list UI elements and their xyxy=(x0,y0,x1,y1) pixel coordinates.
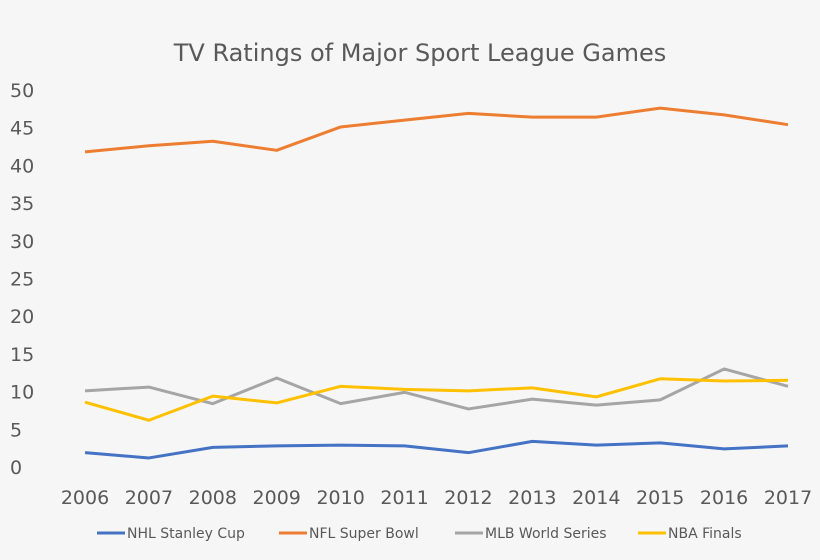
y-tick-label: 30 xyxy=(10,231,34,253)
y-tick-label: 50 xyxy=(10,80,34,102)
legend-item: NHL Stanley Cup xyxy=(97,526,245,542)
y-tick-label: 25 xyxy=(10,269,34,291)
x-tick-label: 2014 xyxy=(572,487,620,509)
x-tick-label: 2007 xyxy=(125,487,173,509)
x-tick-label: 2015 xyxy=(636,487,684,509)
x-tick-label: 2017 xyxy=(764,487,812,509)
y-tick-label: 40 xyxy=(10,155,34,177)
y-tick-label: 20 xyxy=(10,306,34,328)
legend-item: NBA Finals xyxy=(638,526,742,542)
series-line-nhl-stanley-cup xyxy=(85,441,788,458)
legend-label: NHL Stanley Cup xyxy=(127,526,245,542)
legend-item: MLB World Series xyxy=(455,526,607,542)
y-tick-label: 45 xyxy=(10,118,34,140)
legend: NHL Stanley Cup NFL Super Bowl MLB World S… xyxy=(97,526,742,542)
x-tick-label: 2006 xyxy=(61,487,109,509)
y-tick-label: 5 xyxy=(10,419,22,441)
x-tick-label: 2011 xyxy=(380,487,428,509)
y-tick-label: 0 xyxy=(10,457,22,479)
legend-label: NBA Finals xyxy=(668,526,742,542)
chart-title: TV Ratings of Major Sport League Games xyxy=(173,39,667,67)
x-tick-label: 2008 xyxy=(189,487,237,509)
x-tick-label: 2016 xyxy=(700,487,748,509)
x-tick-label: 2009 xyxy=(253,487,301,509)
legend-label: NFL Super Bowl xyxy=(309,526,419,542)
legend-item: NFL Super Bowl xyxy=(279,526,419,542)
y-tick-label: 10 xyxy=(10,382,34,404)
x-axis: 2006 2007 2008 2009 2010 2011 2012 2013 2014 2015… xyxy=(61,487,812,509)
x-tick-label: 2010 xyxy=(316,487,364,509)
y-tick-label: 15 xyxy=(10,344,34,366)
x-tick-label: 2013 xyxy=(508,487,556,509)
series-line-nfl-super-bowl xyxy=(85,108,788,152)
y-axis: 0 5 10 15 20 25 30 35 40 45 50 xyxy=(10,80,34,479)
y-tick-label: 35 xyxy=(10,193,34,215)
x-tick-label: 2012 xyxy=(444,487,492,509)
series-lines xyxy=(85,108,788,458)
legend-label: MLB World Series xyxy=(485,526,607,542)
